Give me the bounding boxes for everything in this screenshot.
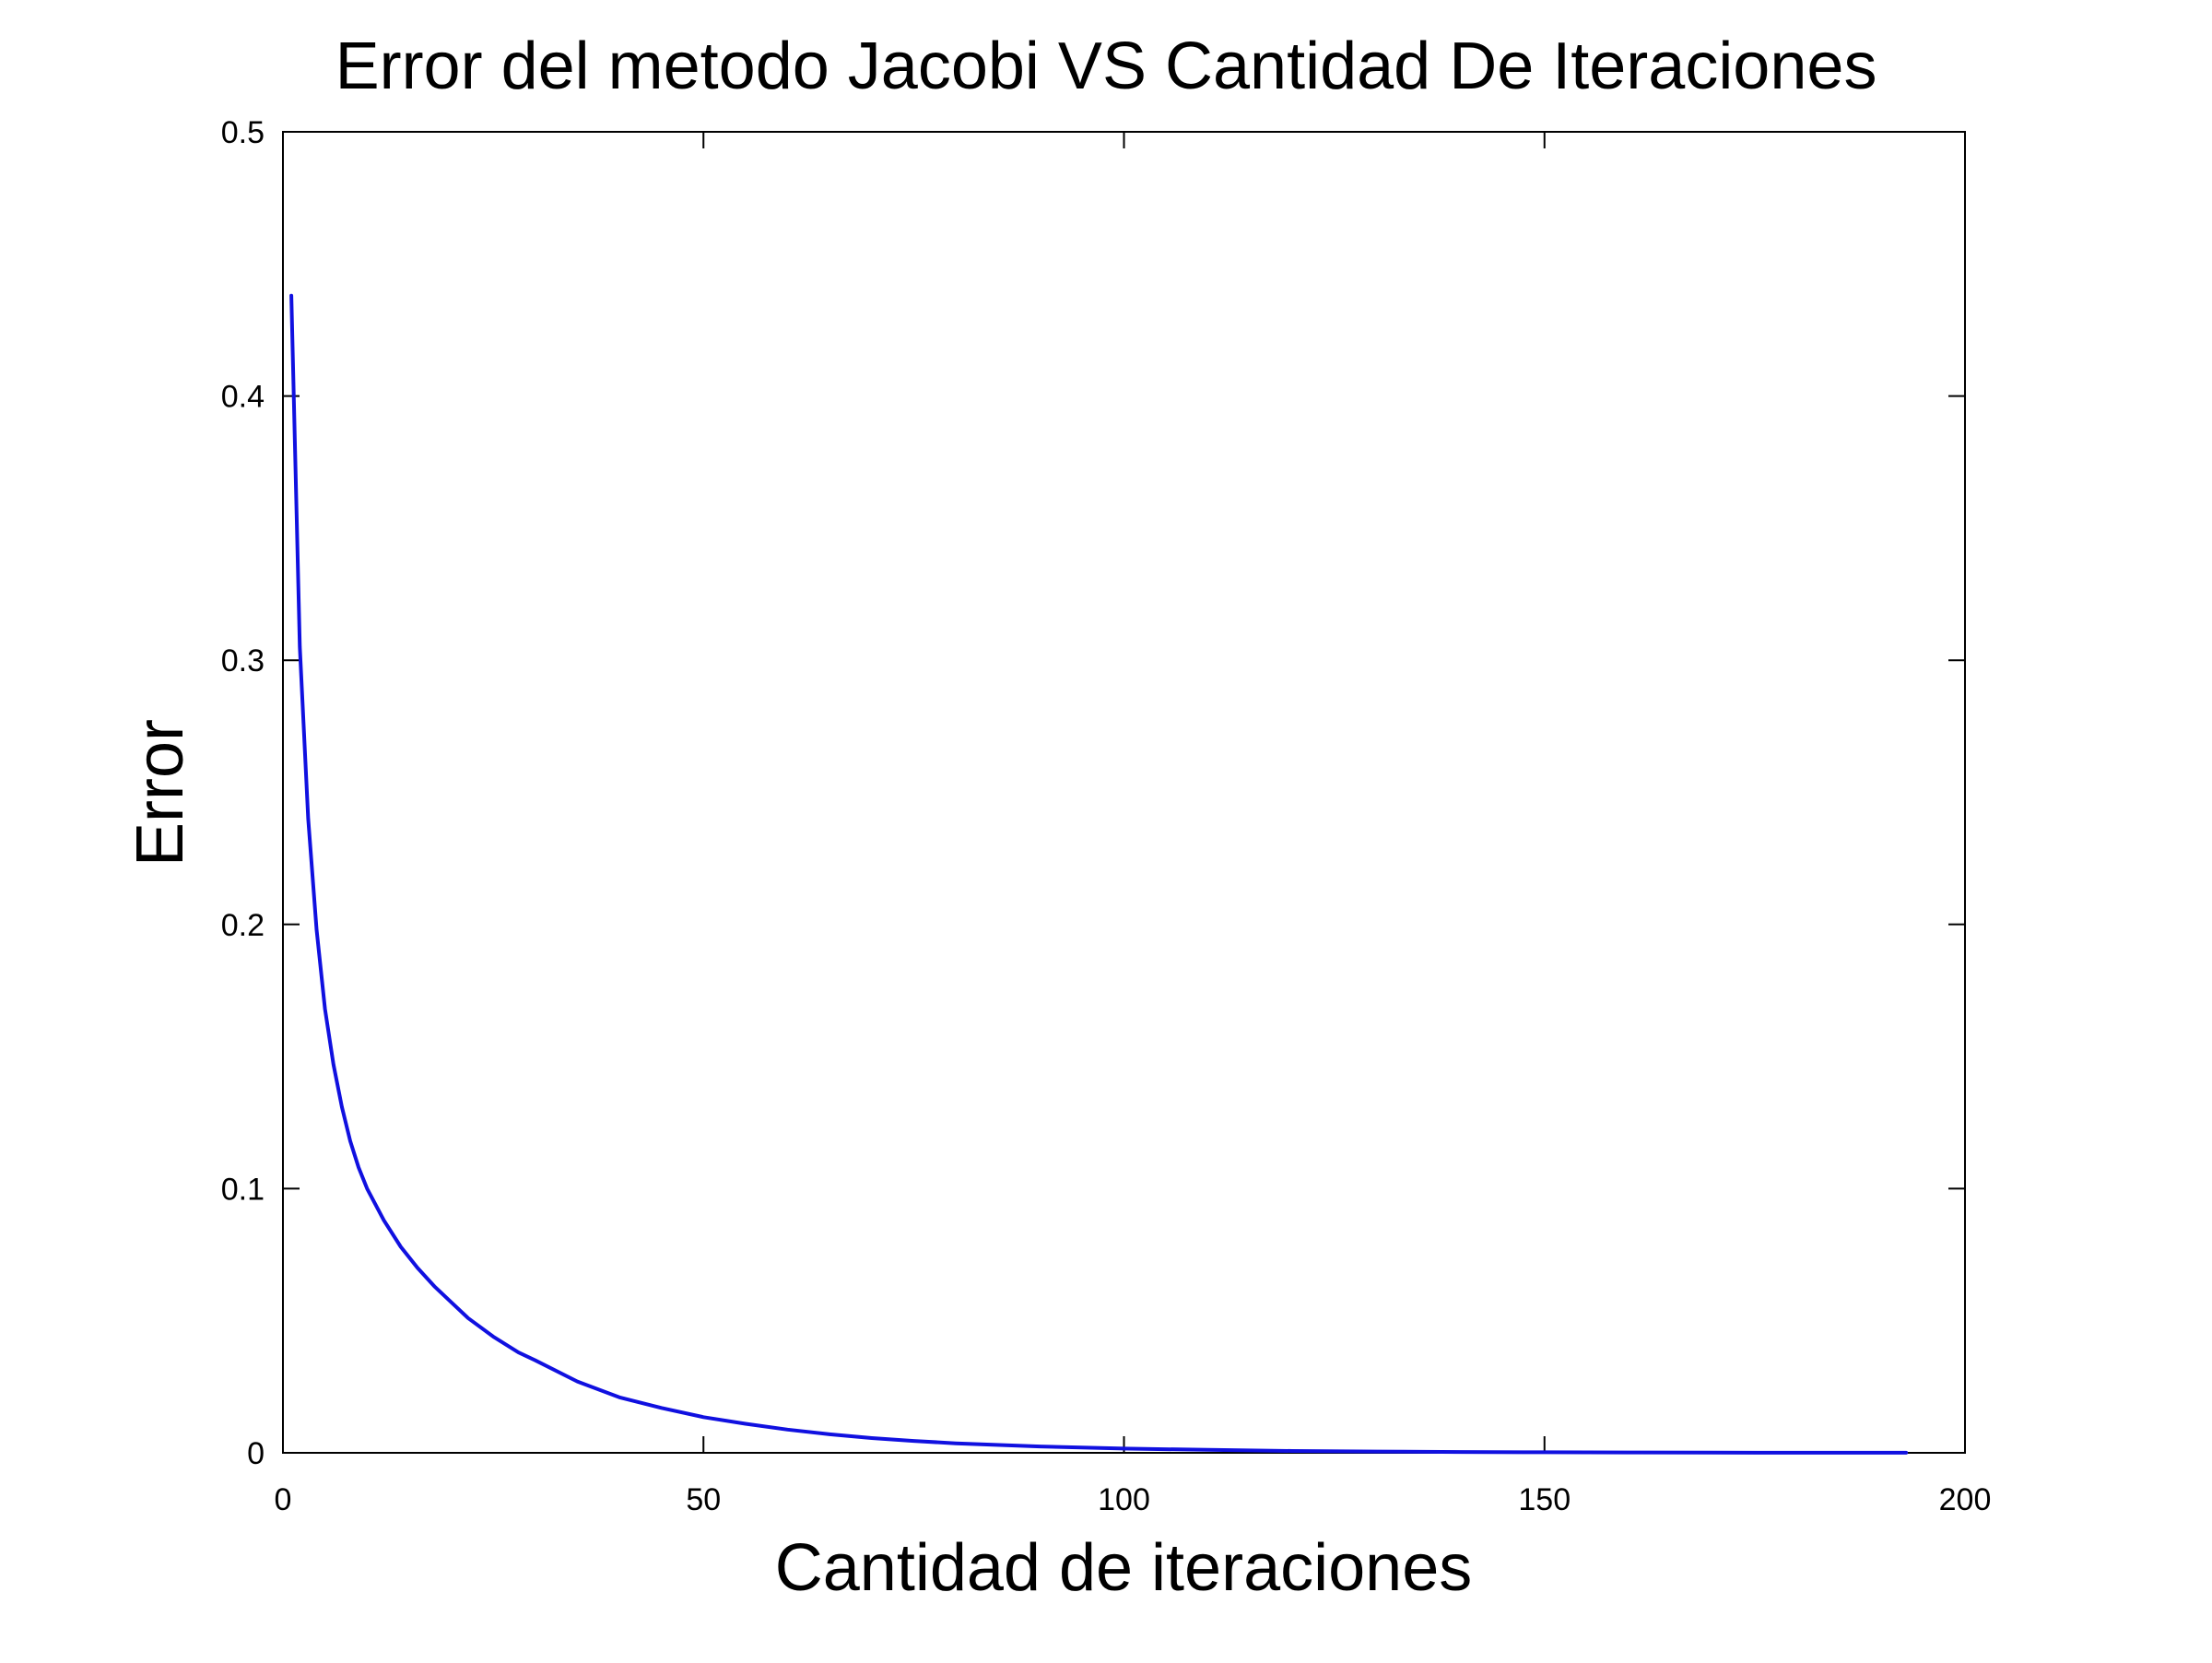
series-line-error (289, 293, 1909, 1455)
x-tick-label: 50 (686, 1482, 721, 1517)
y-tick-label: 0.4 (221, 380, 265, 415)
y-tick-label: 0 (247, 1436, 265, 1471)
x-axis: 0 50 100 150 200 (275, 132, 1992, 1517)
plot-frame (282, 131, 1966, 1454)
y-tick-label: 0.3 (221, 643, 265, 678)
series-layer (289, 293, 1909, 1455)
y-axis-label: Error (124, 719, 197, 867)
x-axis-label: Cantidad de iteraciones (775, 1531, 1473, 1605)
y-axis: 0 0.1 0.2 0.3 0.4 0.5 (221, 115, 1965, 1471)
y-tick-label: 0.1 (221, 1172, 265, 1207)
y-tick-label: 0.2 (221, 908, 265, 943)
chart-title: Error del metodo Jacobi VS Cantidad De I… (335, 29, 1877, 103)
y-tick-label: 0.5 (221, 115, 265, 150)
x-tick-label: 150 (1518, 1482, 1571, 1517)
x-tick-label: 0 (275, 1482, 292, 1517)
x-tick-label: 200 (1939, 1482, 1992, 1517)
x-tick-label: 100 (1098, 1482, 1150, 1517)
